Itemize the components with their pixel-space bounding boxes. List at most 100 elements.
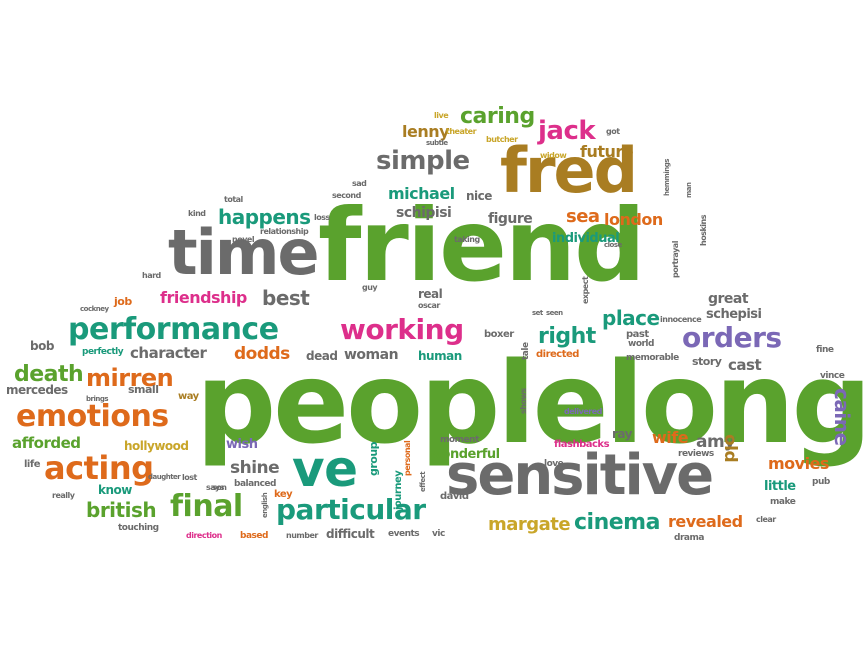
word-flashbacks: flashbacks bbox=[554, 439, 610, 450]
word-direction: direction bbox=[186, 531, 222, 540]
word-future: future bbox=[580, 142, 634, 161]
word-afforded: afforded bbox=[12, 434, 81, 452]
word-reviews: reviews bbox=[678, 449, 714, 459]
word-shows: shows bbox=[519, 388, 528, 414]
word-love: love bbox=[544, 459, 564, 469]
word-really: really bbox=[52, 491, 75, 500]
word-job: job bbox=[114, 295, 132, 308]
word-tale: tale bbox=[521, 342, 531, 360]
word-wife: wife bbox=[652, 428, 689, 447]
word-small: small bbox=[128, 383, 159, 396]
word-son: son bbox=[212, 483, 227, 492]
word-happens: happens bbox=[218, 205, 311, 229]
word-little: little bbox=[764, 479, 796, 494]
word-fred: fred bbox=[500, 134, 638, 207]
word-character: character bbox=[130, 344, 207, 362]
word-emotions: emotions bbox=[16, 399, 169, 434]
word-old: old bbox=[720, 434, 740, 463]
word-final: final bbox=[170, 489, 243, 524]
word-effect: effect bbox=[419, 471, 427, 492]
word-woman: woman bbox=[344, 347, 399, 363]
word-butcher: butcher bbox=[486, 135, 518, 144]
word-revealed: revealed bbox=[668, 512, 743, 531]
word-orders: orders bbox=[682, 321, 782, 354]
word-brings: brings bbox=[86, 395, 109, 403]
word-peoplelong: peoplelong bbox=[196, 339, 864, 469]
word-amy: amy bbox=[696, 432, 735, 452]
word-fine: fine bbox=[816, 345, 834, 355]
word-past: past bbox=[626, 329, 649, 340]
word-man: man bbox=[685, 182, 693, 198]
word-key: key bbox=[274, 489, 293, 500]
word-vince: vince bbox=[820, 371, 845, 381]
word-individual: individual bbox=[552, 231, 620, 246]
word-events: events bbox=[388, 529, 420, 539]
word-friend: friend bbox=[318, 187, 646, 304]
word-got: got bbox=[606, 127, 620, 136]
word-way: way bbox=[178, 391, 199, 402]
word-mirren: mirren bbox=[86, 364, 174, 392]
word-schipisi: schipisi bbox=[396, 205, 452, 221]
word-dead: dead bbox=[306, 349, 338, 363]
word-portrayal: portrayal bbox=[671, 241, 680, 278]
word-lost: lost bbox=[182, 473, 197, 482]
word-sea: sea bbox=[566, 206, 600, 227]
word-wonderful: wonderful bbox=[430, 447, 500, 462]
word-real: real bbox=[418, 287, 443, 301]
word-group: group bbox=[367, 441, 380, 476]
word-right: right bbox=[538, 324, 596, 349]
word-journey: journey bbox=[393, 470, 404, 510]
word-british: british bbox=[86, 498, 157, 522]
word-hollywood: hollywood bbox=[124, 439, 189, 453]
word-subtle: subtle bbox=[426, 139, 448, 147]
word-oscar: oscar bbox=[418, 301, 440, 310]
word-cast: cast bbox=[728, 356, 762, 374]
word-total: total bbox=[224, 195, 243, 204]
word-second: second bbox=[332, 191, 361, 200]
word-margate: margate bbox=[488, 514, 571, 535]
word-lenny: lenny bbox=[402, 122, 450, 141]
word-difficult: difficult bbox=[326, 527, 375, 541]
word-directed: directed bbox=[536, 349, 579, 360]
word-hemmings: hemmings bbox=[663, 159, 671, 196]
word-based: based bbox=[240, 531, 268, 541]
word-kind: kind bbox=[188, 209, 206, 218]
word-novel: novel bbox=[232, 235, 255, 244]
word-relationship: relationship bbox=[260, 227, 309, 236]
word-caring: caring bbox=[460, 104, 535, 129]
word-nice: nice bbox=[466, 189, 492, 203]
word-life: life bbox=[24, 459, 41, 470]
word-ve: ve bbox=[292, 440, 358, 498]
word-wish: wish bbox=[226, 437, 258, 452]
word-seen: seen bbox=[546, 309, 563, 317]
word-hard: hard bbox=[142, 271, 161, 280]
word-sad: sad bbox=[352, 179, 367, 188]
word-widow: widow bbox=[540, 151, 567, 160]
word-simple: simple bbox=[376, 146, 470, 176]
word-balanced: balanced bbox=[234, 479, 276, 489]
word-bob: bob bbox=[30, 339, 54, 353]
word-jack: jack bbox=[538, 116, 596, 146]
word-vic: vic bbox=[432, 529, 445, 539]
word-boxer: boxer bbox=[484, 329, 514, 340]
word-moment: moment bbox=[440, 435, 479, 445]
word-theater: theater bbox=[446, 127, 477, 136]
word-says: says bbox=[206, 483, 224, 492]
word-hoskins: hoskins bbox=[699, 215, 708, 246]
word-acting: acting bbox=[44, 449, 154, 487]
word-particular: particular bbox=[276, 493, 426, 526]
word-sensitive: sensitive bbox=[446, 443, 714, 508]
word-place: place bbox=[602, 306, 660, 330]
word-know: know bbox=[98, 483, 132, 497]
word-drama: drama bbox=[674, 533, 704, 543]
word-set: set bbox=[532, 309, 543, 317]
word-human: human bbox=[418, 349, 462, 363]
word-make: make bbox=[770, 497, 796, 507]
word-number: number bbox=[286, 531, 318, 540]
word-caine: caine bbox=[830, 388, 854, 446]
word-performance: performance bbox=[68, 312, 279, 347]
word-clear: clear bbox=[756, 515, 776, 524]
word-world: world bbox=[628, 339, 654, 349]
word-ray: ray bbox=[612, 427, 632, 441]
